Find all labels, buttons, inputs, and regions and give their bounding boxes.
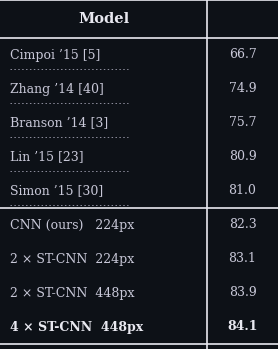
Text: 74.9: 74.9 [229, 82, 256, 96]
Text: Zhang ’14 [40]: Zhang ’14 [40] [10, 82, 104, 96]
Text: Simon ’15 [30]: Simon ’15 [30] [10, 185, 103, 198]
Text: Lin ’15 [23]: Lin ’15 [23] [10, 150, 84, 163]
Text: 66.7: 66.7 [229, 49, 256, 61]
Text: 2 × ST-CNN  224px: 2 × ST-CNN 224px [10, 252, 134, 266]
Text: 81.0: 81.0 [229, 185, 257, 198]
Text: 80.9: 80.9 [229, 150, 256, 163]
Text: 4 × ST-CNN  448px: 4 × ST-CNN 448px [10, 320, 143, 334]
Text: 83.1: 83.1 [229, 252, 257, 266]
Text: 75.7: 75.7 [229, 117, 256, 129]
Text: 84.1: 84.1 [227, 320, 258, 334]
Text: 2 × ST-CNN  448px: 2 × ST-CNN 448px [10, 287, 135, 299]
Text: Branson ’14 [3]: Branson ’14 [3] [10, 117, 108, 129]
Text: Cimpoi ’15 [5]: Cimpoi ’15 [5] [10, 49, 100, 61]
Text: Model: Model [78, 12, 129, 26]
Text: 83.9: 83.9 [229, 287, 256, 299]
Text: CNN (ours)   224px: CNN (ours) 224px [10, 218, 134, 231]
Text: 82.3: 82.3 [229, 218, 256, 231]
